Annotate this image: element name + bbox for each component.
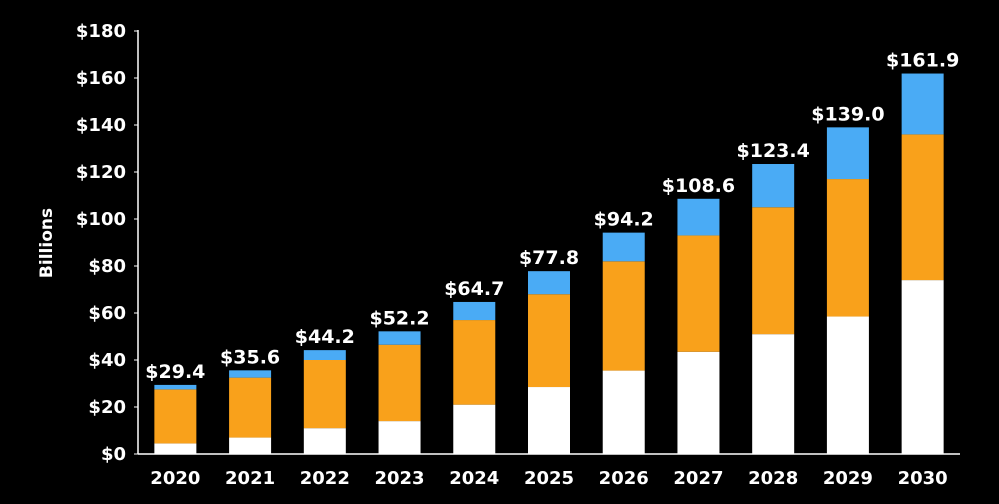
total-label: $29.4 [145,361,205,383]
bar-group-2027 [677,198,720,454]
y-tick-label: $0 [101,444,126,465]
bar-segment-3 [677,198,720,236]
total-label: $77.8 [519,247,579,269]
axes [137,30,960,455]
bar-group-2026 [602,232,645,454]
bar-segment-2 [154,389,197,444]
bar-segment-2 [378,344,421,422]
bar-segment-3 [826,127,869,180]
total-label: $52.2 [369,307,429,329]
bar-segment-1 [303,428,346,454]
bar-segment-2 [901,134,944,281]
bar-segment-3 [154,384,197,390]
bar-segment-2 [677,235,720,352]
bar-segment-2 [826,179,869,317]
bar-group-2022 [303,350,346,454]
bar-group-2028 [752,164,795,454]
y-tick-label: $40 [88,350,126,371]
bar-group-2020 [154,384,197,454]
bar-segment-2 [229,377,272,438]
y-tick-label: $140 [76,115,126,136]
y-tick-label: $80 [88,256,126,277]
bar-segment-1 [677,351,720,454]
x-tick-label: 2027 [673,468,723,489]
bar-segment-3 [453,301,496,321]
x-axis-labels: 2020 2021 2022 2023 2024 2025 2026 2027 2028 2029… [150,468,947,489]
x-tick-label: 2021 [225,468,275,489]
bar-segment-3 [528,271,570,295]
bar-segment-2 [528,294,570,388]
bar-segment-3 [229,370,272,378]
bar-segment-2 [303,360,346,429]
bar-segment-1 [528,387,570,454]
bar-segment-1 [229,437,272,454]
total-label: $44.2 [295,326,355,348]
total-label: $161.9 [886,50,959,72]
y-tick-label: $180 [76,21,126,42]
bar-group-2030 [901,73,944,454]
bar-segment-3 [752,164,795,208]
bars [154,73,944,454]
bar-segment-1 [154,443,197,454]
bar-segment-1 [378,421,421,454]
total-label: $94.2 [594,209,654,231]
bar-group-2023 [378,331,421,454]
total-labels: $29.4 $35.6 $44.2 $52.2 $64.7 $77.8 $94.2 $108.… [145,50,959,383]
total-label: $139.0 [811,103,884,125]
total-label: $108.6 [662,175,735,197]
x-tick-label: 2030 [898,468,948,489]
bar-segment-1 [602,370,645,454]
bar-group-2024 [453,301,496,454]
bar-group-2025 [528,271,570,454]
bar-segment-1 [752,334,795,454]
bar-group-2029 [826,127,869,454]
y-tick-label: $20 [88,397,126,418]
x-tick-label: 2026 [599,468,649,489]
x-tick-label: 2020 [150,468,200,489]
bar-segment-3 [378,331,421,345]
y-axis-title: Billions [37,208,57,278]
total-label: $35.6 [220,346,280,368]
total-label: $123.4 [737,140,810,162]
y-axis-title-group: Billions [37,208,57,278]
y-tick-label: $120 [76,162,126,183]
y-tick-label: $160 [76,68,126,89]
x-tick-label: 2023 [374,468,424,489]
x-tick-label: 2025 [524,468,574,489]
bar-segment-3 [303,350,346,360]
bar-segment-3 [602,232,645,262]
bar-segment-2 [752,207,795,335]
y-tick-label: $60 [88,303,126,324]
bar-segment-3 [901,73,944,135]
y-axis-ticks: $0 $20 $40 $60 $80 $100 $120 $140 $160 $180 [76,21,138,465]
bar-segment-2 [602,261,645,371]
bar-segment-1 [901,280,944,454]
x-tick-label: 2028 [748,468,798,489]
bar-group-2021 [229,370,272,454]
bar-segment-2 [453,320,496,405]
y-tick-label: $100 [76,209,126,230]
x-tick-label: 2029 [823,468,873,489]
total-label: $64.7 [444,278,504,300]
bar-segment-1 [453,404,496,454]
x-tick-label: 2024 [449,468,499,489]
x-tick-label: 2022 [300,468,350,489]
bar-segment-1 [826,316,869,454]
